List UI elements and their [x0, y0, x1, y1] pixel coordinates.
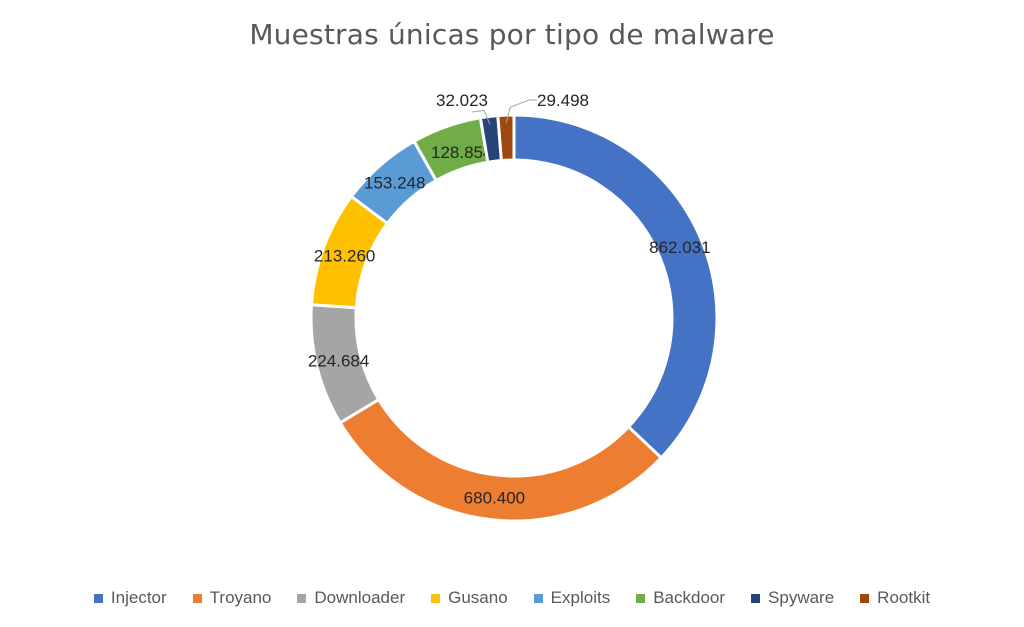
legend-item-gusano: Gusano	[431, 588, 508, 608]
slice-rootkit	[496, 113, 516, 163]
legend-label: Spyware	[768, 588, 835, 607]
data-label-exploits: 153.248	[364, 174, 425, 193]
legend-item-exploits: Exploits	[533, 588, 611, 608]
data-label-spyware: 32.023	[436, 91, 488, 110]
legend-item-spyware: Spyware	[751, 588, 834, 608]
legend-swatch	[860, 593, 870, 603]
leader-line-rootkit	[505, 99, 537, 124]
legend-label: Rootkit	[877, 588, 931, 607]
data-label-gusano: 213.260	[314, 247, 375, 266]
legend-item-troyano: Troyano	[192, 588, 272, 608]
slice-injector	[512, 113, 719, 460]
legend-label: Troyano	[209, 588, 272, 607]
legend: Injector Troyano Downloader Gusano Exploits B…	[0, 588, 1024, 608]
data-label-backdoor: 128.854	[431, 143, 492, 162]
legend-label: Gusano	[448, 588, 508, 607]
data-label-downloader: 224.684	[308, 352, 369, 371]
leader-line-spyware	[471, 109, 491, 125]
legend-item-injector: Injector	[93, 588, 167, 608]
legend-label: Downloader	[314, 588, 406, 607]
legend-swatch	[533, 593, 543, 603]
legend-label: Backdoor	[653, 588, 726, 607]
legend-swatch	[297, 593, 307, 603]
data-label-injector: 862.031	[649, 238, 710, 257]
legend-swatch	[751, 593, 761, 603]
legend-item-backdoor: Backdoor	[636, 588, 725, 608]
data-label-rootkit: 29.498	[537, 91, 589, 110]
chart-title: Muestras únicas por tipo de malware	[249, 18, 775, 51]
legend-item-rootkit: Rootkit	[860, 588, 930, 608]
legend-swatch	[636, 593, 646, 603]
legend-label: Exploits	[550, 588, 611, 607]
legend-swatch	[93, 593, 103, 603]
legend-item-downloader: Downloader	[297, 588, 405, 608]
legend-swatch	[431, 593, 441, 603]
legend-swatch	[192, 593, 202, 603]
data-label-troyano: 680.400	[464, 488, 525, 507]
legend-label: Injector	[110, 588, 167, 607]
